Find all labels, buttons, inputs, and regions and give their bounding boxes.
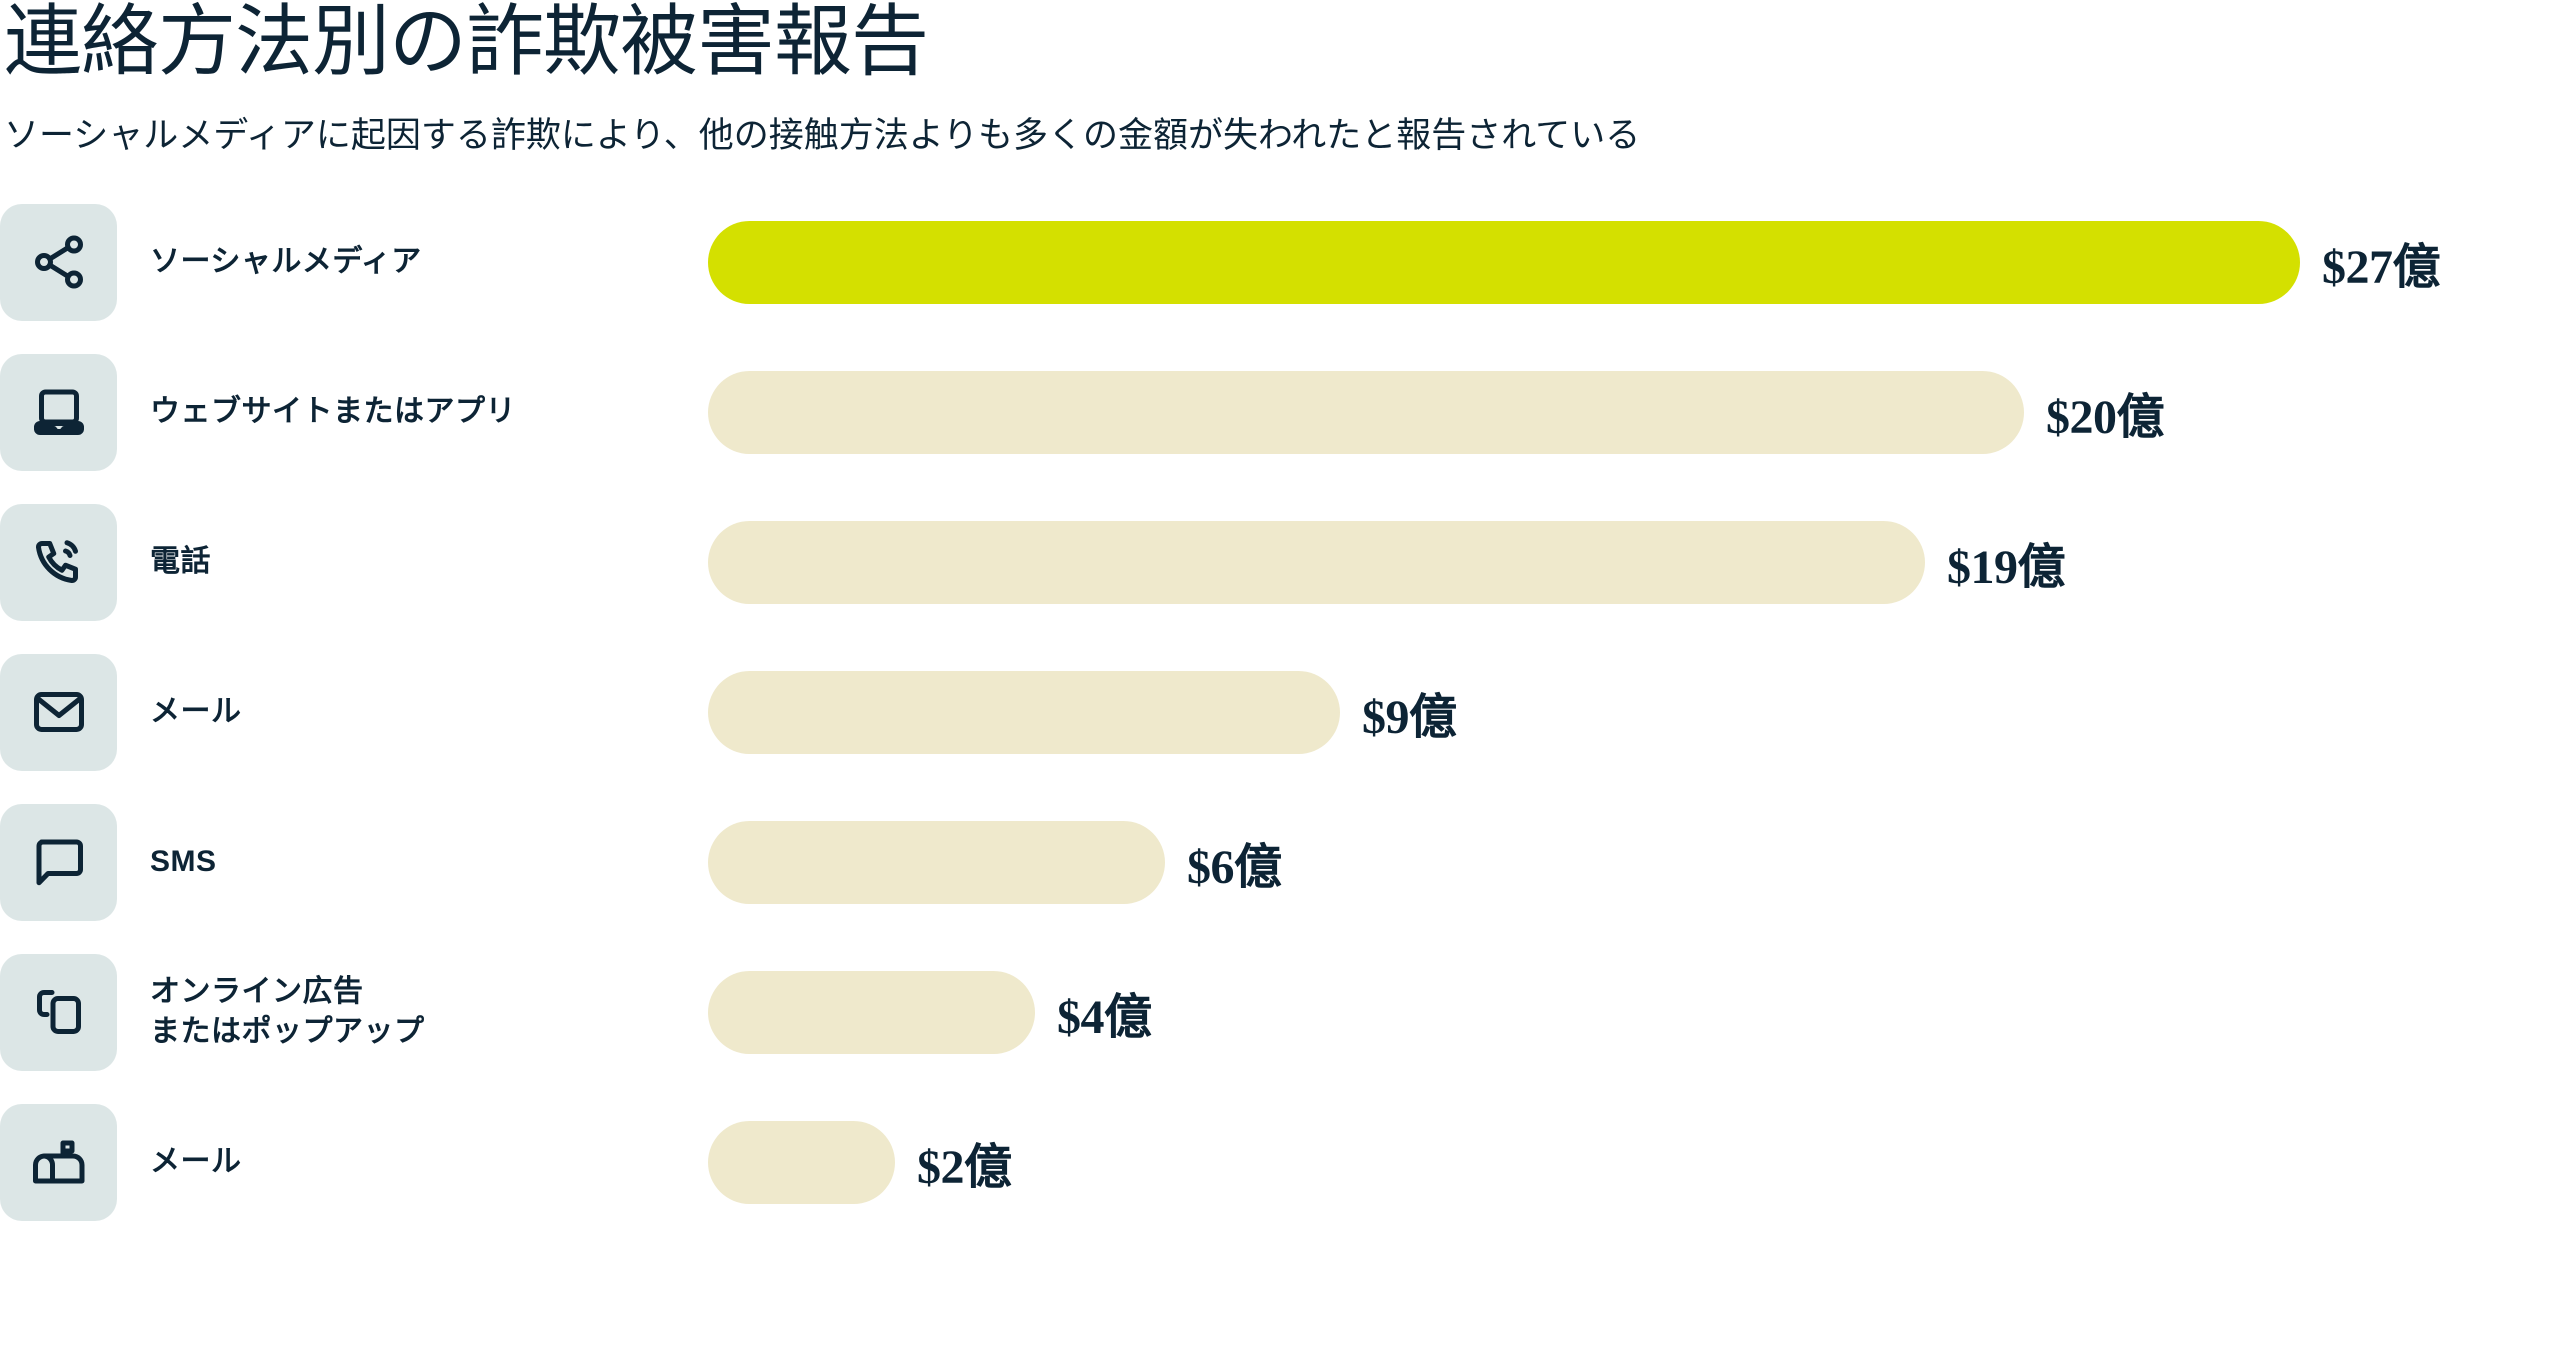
value-bar <box>708 220 2300 304</box>
category-label: メール <box>150 695 242 728</box>
value-bar <box>708 520 1925 604</box>
value-label: $4億 <box>1057 991 1152 1045</box>
envelope-icon <box>0 653 117 771</box>
value-bar <box>708 820 1165 904</box>
value-bar <box>708 1120 895 1204</box>
category-label: ソーシャルメディア <box>150 245 422 278</box>
bar-area: $2億 <box>708 1120 1012 1204</box>
bar-area: $19億 <box>708 520 2066 604</box>
value-label: $6億 <box>1187 841 1282 895</box>
category-label: メール <box>150 1145 242 1178</box>
chart-row: ウェブサイトまたはアプリ $20億 <box>0 353 2560 504</box>
chart-row: メール $2億 <box>0 1103 2560 1254</box>
popup-window-icon <box>0 953 117 1071</box>
category-label: SMS <box>150 845 217 878</box>
bar-area: $20億 <box>708 370 2165 454</box>
category-label: ウェブサイトまたはアプリ <box>150 395 516 428</box>
chat-bubble-icon <box>0 803 117 921</box>
bar-area: $27億 <box>708 220 2441 304</box>
chart-row: メール $9億 <box>0 653 2560 804</box>
header: 連絡方法別の詐欺被害報告 ソーシャルメディアに起因する詐欺により、他の接触方法よ… <box>0 0 2560 158</box>
category-label: 電話 <box>150 545 211 578</box>
value-label: $20億 <box>2046 391 2165 445</box>
category-label: オンライン広告 またはポップアップ <box>150 974 425 1049</box>
value-label: $19億 <box>1947 541 2066 595</box>
chart-row: 電話 $19億 <box>0 503 2560 654</box>
value-bar <box>708 670 1340 754</box>
laptop-icon <box>0 353 117 471</box>
share-icon <box>0 203 117 321</box>
value-bar <box>708 370 2024 454</box>
bar-area: $4億 <box>708 970 1152 1054</box>
bar-area: $9億 <box>708 670 1457 754</box>
value-label: $9億 <box>1362 691 1457 745</box>
value-bar <box>708 970 1035 1054</box>
mailbox-icon <box>0 1103 117 1221</box>
chart-row: オンライン広告 またはポップアップ $4億 <box>0 953 2560 1104</box>
chart-row: ソーシャルメディア $27億 <box>0 203 2560 354</box>
chart-row: SMS $6億 <box>0 803 2560 954</box>
bar-chart: ソーシャルメディア $27億 ウェブサイトまたはアプリ $20億 電話 $19億 メー… <box>0 203 2560 1254</box>
phone-call-icon <box>0 503 117 621</box>
bar-area: $6億 <box>708 820 1282 904</box>
value-label: $27億 <box>2322 241 2441 295</box>
page-title: 連絡方法別の詐欺被害報告 <box>4 0 929 85</box>
value-label: $2億 <box>917 1141 1012 1195</box>
page-subtitle: ソーシャルメディアに起因する詐欺により、他の接触方法よりも多くの金額が失われたと… <box>4 116 1641 155</box>
